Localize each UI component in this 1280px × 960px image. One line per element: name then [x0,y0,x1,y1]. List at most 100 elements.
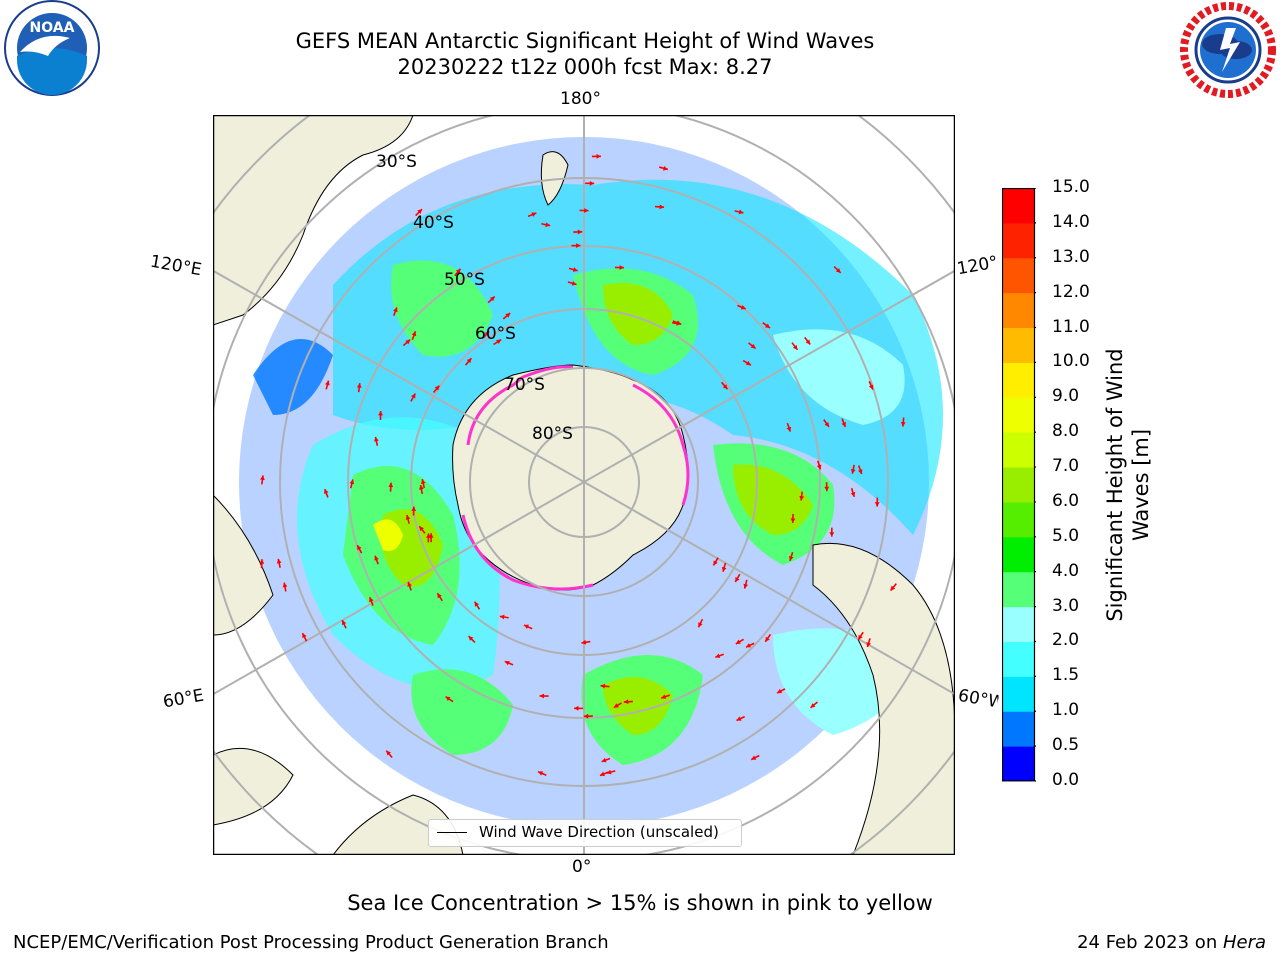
wind-arrow [833,266,842,274]
wind-arrow [411,506,417,516]
wind-arrow [574,705,584,711]
wind-arrow [900,417,906,427]
wind-arrow [613,702,622,709]
wind-arrow [764,633,772,643]
wind-arrow [464,357,473,366]
colorbar-tick-label: 2.0 [1052,630,1080,651]
colorbar-band [1002,746,1035,782]
wind-arrow [392,307,398,317]
wind-arrow [405,514,411,524]
colorbar-band [1002,571,1035,608]
noaa-logo-text: NOAA [30,20,75,36]
wind-arrow [660,694,670,699]
wind-arrow [487,295,496,304]
lat-label-30s: 30°S [376,152,417,172]
wind-arrow [432,385,440,394]
wind-arrow [889,583,897,592]
colorbar-band [1002,327,1035,363]
colorbar-tick-label: 12.0 [1052,281,1090,302]
wind-arrow [418,525,426,534]
wind-arrow [799,491,805,501]
footer-host: Hera [1222,932,1266,953]
meridian-lines [213,115,955,855]
colorbar-band [1002,362,1035,398]
wind-arrow [356,383,362,393]
chart-subtitle: 20230222 t12z 000h fcst Max: 8.27 [397,55,773,79]
wind-arrow [388,482,394,492]
colorbar-tick-label: 0.5 [1052,735,1080,756]
wind-arrow [623,699,633,705]
wind-arrow [493,338,502,346]
wind-arrow [436,592,443,602]
colorbar-tick-label: 15.0 [1052,177,1090,197]
map-content [213,115,955,855]
wind-arrow [823,419,830,428]
colorbar-tick-label: 5.0 [1052,525,1080,546]
wind-arrow [591,153,601,159]
wind-arrow [720,381,729,390]
wind-arrow [482,330,490,339]
wind-arrow [323,488,329,498]
colorbar-band [1002,501,1035,538]
colorbar-tick-label: 1.5 [1052,665,1080,686]
wind-arrow [614,265,625,270]
colorbar-band [1002,467,1035,503]
wind-arrow [467,635,476,644]
wind-arrow [385,750,393,758]
colorbar-tick-label: 10.0 [1052,351,1090,372]
wind-arrow [790,513,796,523]
wind-arrow [736,715,745,722]
wind-arrow [539,693,549,699]
wind-arrow [502,312,511,320]
wind-arrow [374,555,379,565]
wind-arrow [301,632,308,642]
footer-date-text: 24 Feb 2023 on [1077,932,1223,953]
wind-arrow [750,754,760,761]
lon-label-120e: 120°E [148,251,204,281]
colorbar-title-line1: Significant Height of Wind [1103,348,1127,622]
colorbar-title: Significant Height of Wind Waves [m] [1102,348,1154,621]
wind-arrow [745,642,755,648]
legend-line-swatch [437,832,467,833]
colorbar-tick-label: 9.0 [1052,386,1080,407]
wind-arrow [504,660,514,666]
wind-arrow [378,410,383,421]
wind-arrow [816,460,822,470]
polar-map [213,115,955,855]
wind-arrow [743,579,749,589]
colorbar-tick-label: 3.0 [1052,595,1080,616]
colorbar-band [1002,432,1035,468]
wind-arrow [473,601,481,610]
colorbar-band [1002,257,1035,294]
wind-arrow [735,638,745,645]
wind-arrow [850,487,856,498]
wind-arrow [583,713,593,719]
wind-arrow [428,533,434,543]
wind-arrow [672,320,682,326]
wind-arrow [606,769,616,775]
footer-branch: NCEP/EMC/Verification Post Processing Pr… [13,932,609,953]
wind-arrow [742,359,752,366]
colorbar-band [1002,711,1035,747]
wind-arrow [824,482,830,492]
colorbar-band [1002,676,1035,712]
wind-arrow [762,322,771,329]
wind-arrow [568,267,578,272]
lon-label-60w: 60°W [956,685,1000,713]
wind-arrow [734,573,741,583]
lon-label-180: 180° [560,89,601,109]
lat-label-80s: 80°S [532,424,573,444]
lon-label-0: 0° [572,857,592,877]
wind-arrow [537,770,547,776]
noaa-logo: NOAA [4,0,100,96]
wind-arrow [874,497,880,507]
wind-direction-arrows [259,153,906,777]
wind-arrow [276,558,282,568]
wind-arrow [791,342,799,351]
wind-arrow [804,336,811,345]
colorbar-tick-label: 4.0 [1052,560,1080,581]
wind-arrow [776,688,786,694]
wind-arrow [445,695,454,703]
map-legend: Wind Wave Direction (unscaled) [428,819,742,847]
wind-arrow [541,222,551,228]
